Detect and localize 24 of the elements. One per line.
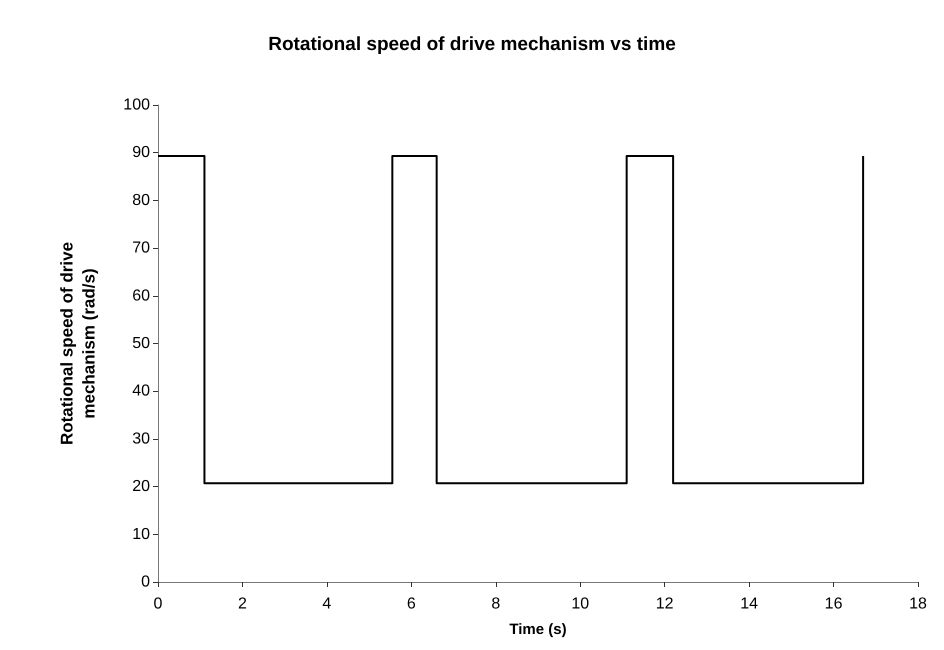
x-tick-label: 4 <box>322 596 332 612</box>
chart-title: Rotational speed of drive mechanism vs time <box>268 34 676 55</box>
y-tick-label: 10 <box>132 526 150 543</box>
y-tick-label: 0 <box>141 574 150 590</box>
y-tick-label: 90 <box>132 144 150 162</box>
y-axis-title: Rotational speed of drive mechanism (rad/s) <box>58 242 98 446</box>
y-tick-label: 20 <box>132 478 150 496</box>
x-tick-label: 6 <box>406 596 416 612</box>
x-tick-label: 14 <box>740 596 758 612</box>
y-tick-label: 40 <box>132 382 150 400</box>
y-tick-label: 50 <box>132 335 150 352</box>
y-tick-label: 70 <box>132 240 150 257</box>
x-tick-label: 12 <box>656 596 674 612</box>
y-tick-label: 100 <box>123 96 150 114</box>
y-tick-label: 60 <box>132 287 150 304</box>
y-tick-label: 80 <box>132 192 150 209</box>
x-tick-label: 0 <box>154 596 163 612</box>
x-tick-label: 18 <box>909 596 927 612</box>
x-axis-title: Time (s) <box>509 621 567 638</box>
x-tick-label: 2 <box>238 596 247 612</box>
x-tick-label: 8 <box>491 596 500 612</box>
y-tick-label: 30 <box>132 430 150 448</box>
x-tick-label: 16 <box>824 596 843 612</box>
x-tick-label: 10 <box>571 596 590 612</box>
